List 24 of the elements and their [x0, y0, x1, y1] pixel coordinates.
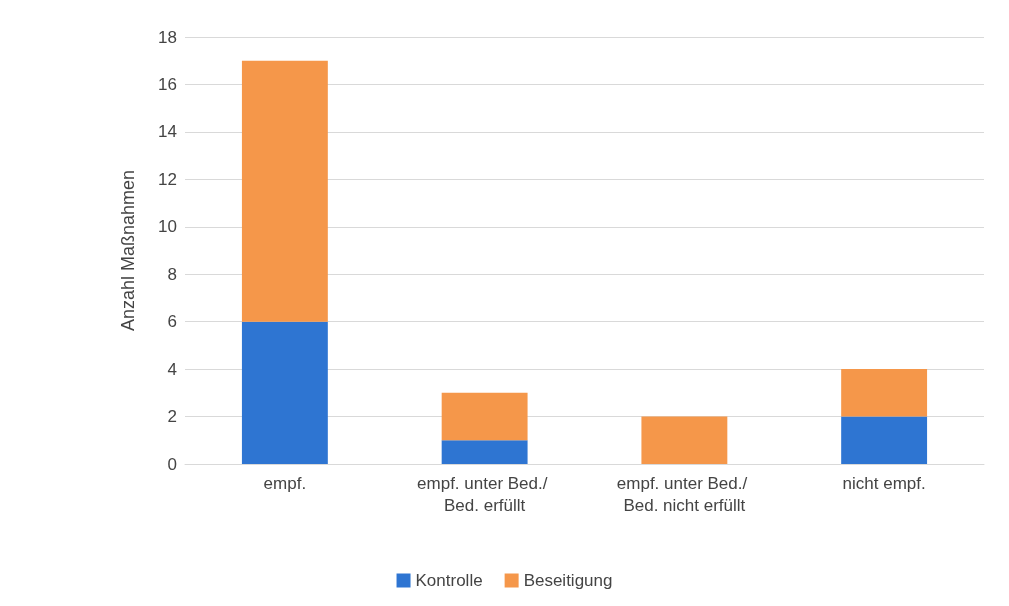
x-tick-label: nicht empf. — [842, 473, 926, 493]
bar — [441, 440, 528, 464]
y-tick-label: 14 — [158, 122, 177, 142]
y-tick-label: 18 — [158, 27, 177, 47]
y-tick-label: 16 — [158, 74, 177, 94]
y-tick-label: 6 — [167, 312, 177, 332]
y-tick-label: 2 — [167, 407, 177, 427]
y-tick-label: 0 — [167, 454, 177, 474]
y-tick-label: 8 — [167, 264, 177, 284]
x-tick-label: empf. unter Bed./ Bed. erfüllt — [417, 473, 553, 515]
y-tick-label: 10 — [158, 217, 177, 237]
bar — [241, 60, 328, 322]
bar — [841, 416, 928, 464]
bar — [841, 369, 928, 417]
y-tick-label: 12 — [158, 169, 177, 189]
legend-label: Kontrolle — [415, 571, 483, 590]
legend-label: Beseitigung — [523, 571, 613, 590]
bar — [241, 321, 328, 464]
x-tick-label: empf. — [263, 473, 307, 493]
x-tick-label: empf. unter Bed./ Bed. nicht erfüllt — [616, 473, 752, 515]
y-tick-label: 4 — [167, 359, 177, 379]
bar — [441, 392, 528, 441]
bar — [641, 416, 728, 464]
y-axis-title: Anzahl Maßnahmen — [118, 169, 138, 332]
